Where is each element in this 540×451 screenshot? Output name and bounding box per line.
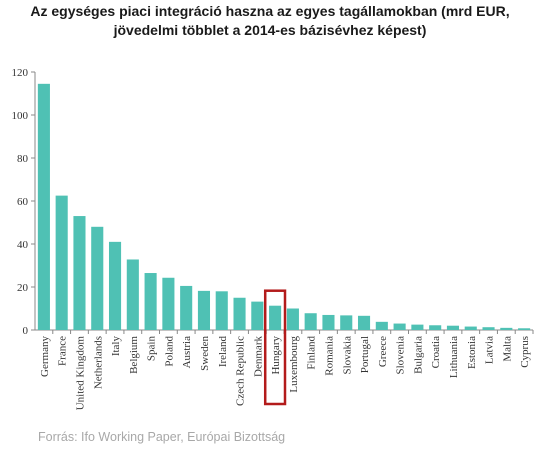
bar-sweden [197,290,211,330]
highlight-box [263,289,287,406]
x-tick-label: Latvia [484,336,496,364]
bar-malta [500,327,513,330]
bar-hungary [269,305,282,330]
x-tick-label: Belgium [128,336,140,374]
x-tick-label: Estonia [466,336,478,369]
bar-slovenia [393,323,406,330]
x-tick-label: Finland [306,336,318,370]
y-tick-label: 80 [17,153,29,165]
x-tick-label: Netherlands [92,336,104,389]
bar-bulgaria [411,324,424,330]
y-tick-label: 100 [12,110,29,122]
x-tick-label: Germany [39,336,51,377]
bar-france [55,195,68,330]
bar-slovakia [340,315,353,330]
bar-denmark [251,301,264,330]
x-tick-label: Malta [501,336,513,362]
x-tick-label: Slovenia [395,336,407,375]
chart-title-line-1: Az egységes piaci integráció haszna az e… [30,3,510,19]
x-tick-label: Croatia [430,336,442,368]
x-tick-label: Cyprus [519,336,531,368]
bar-finland [304,313,317,330]
source-note: Forrás: Ifo Working Paper, Európai Bizot… [38,430,286,444]
y-tick-label: 60 [17,196,29,208]
bar-united-kingdom [73,216,86,330]
bar-germany [37,83,50,330]
y-tick-label: 40 [17,239,29,251]
bar-italy [108,241,122,330]
bar-croatia [429,325,442,330]
bar-estonia [464,326,477,330]
x-tick-label: Slovakia [341,336,353,375]
x-tick-label: Luxembourg [288,336,300,393]
bar-czech-republic [233,297,246,330]
bar-spain [144,273,157,330]
x-tick-label: Denmark [252,336,264,377]
bar-ireland [215,291,228,330]
x-tick-label: Sweden [199,336,211,371]
bar-cyprus [518,328,531,330]
chart-title: Az egységes piaci integráció haszna az e… [0,2,540,40]
chart-title-line-2: jövedelmi többlet a 2014-es bázisévhez k… [113,22,427,38]
bar-latvia [482,327,495,330]
x-tick-label: France [57,336,69,366]
bar-poland [162,277,175,330]
bar-romania [322,314,335,330]
bar-lithuania [446,325,460,330]
bar-portugal [357,315,371,330]
x-tick-label: Poland [163,336,175,367]
x-tick-label: Bulgaria [412,336,424,374]
x-tick-label: Greece [377,336,389,367]
bar-chart: 0 20 40 60 80 100 120 Germany France United Kingd… [12,67,534,411]
y-tick-label: 120 [12,67,29,79]
y-tick-label: 20 [17,282,29,294]
x-tick-label: Romania [323,336,335,376]
bar-austria [180,285,193,330]
bar-netherlands [91,226,104,330]
y-tick-label: 0 [23,325,29,337]
x-tick-label: Portugal [359,336,371,373]
bar-luxembourg [286,308,299,330]
bar-greece [375,321,388,330]
x-tick-label: United Kingdom [74,336,86,411]
bar-belgium [126,259,139,330]
x-tick-label: Czech Republic [235,336,247,406]
x-tick-label: Ireland [217,336,229,368]
x-tick-label: Italy [110,336,122,357]
x-tick-label: Spain [146,336,158,362]
x-tick-label: Hungary [270,336,282,375]
x-tick-label: Lithuania [448,336,460,378]
x-tick-label: Austria [181,336,193,369]
